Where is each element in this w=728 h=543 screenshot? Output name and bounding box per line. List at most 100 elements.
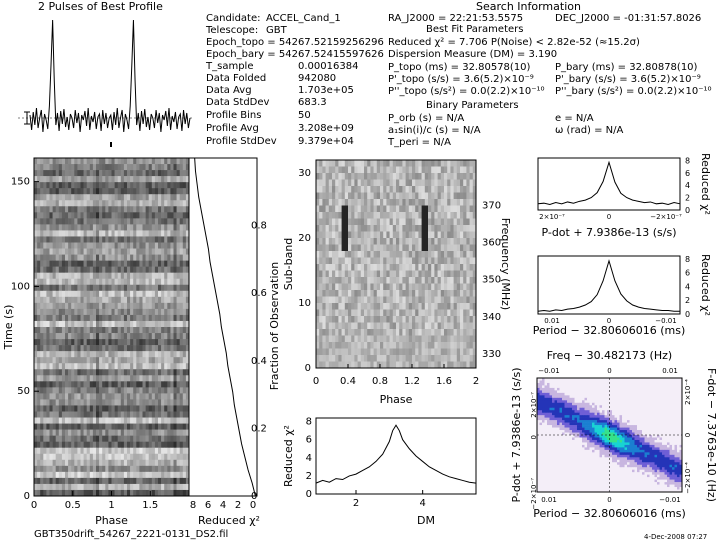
heat-cell [335,251,339,258]
heat-cell [37,303,40,309]
color-cell [602,388,605,391]
heat-cell [386,212,390,219]
heat-cell [127,230,130,236]
heat-cell [93,418,96,424]
heat-cell [167,236,170,242]
heat-cell [149,478,152,484]
heat-cell [380,297,384,304]
heat-cell [390,349,394,356]
heat-cell [316,245,320,252]
heat-cell [81,200,84,206]
heat-cell [345,277,349,284]
heat-cell [84,466,87,472]
heat-cell [84,484,87,490]
heat-cell [90,460,93,466]
heat-cell [81,224,84,230]
heat-cell [133,243,136,249]
heat-cell [402,297,406,304]
heat-cell [115,387,118,393]
heat-cell [50,387,53,393]
heat-cell [428,290,432,297]
heat-cell [146,255,149,261]
heat-cell [158,472,161,478]
heat-cell [322,225,326,232]
heat-cell [158,285,161,291]
heat-cell [112,418,115,424]
heat-cell [50,478,53,484]
heat-cell [77,291,80,297]
heat-cell [354,232,358,239]
heat-cell [136,472,139,478]
heat-cell [34,309,37,315]
heat-cell [34,399,37,405]
heat-cell [345,284,349,291]
heat-cell [457,251,461,258]
heat-cell [183,297,186,303]
heat-cell [332,323,336,330]
heat-cell [354,264,358,271]
heat-cell [170,460,173,466]
heat-cell [164,261,167,267]
heat-cell [386,251,390,258]
heat-cell [167,218,170,224]
heat-cell [174,194,177,200]
heat-cell [46,273,49,279]
heat-cell [364,362,368,369]
heat-cell [367,310,371,317]
heat-cell [374,264,378,271]
heat-cell [158,188,161,194]
heat-cell [454,264,458,271]
heat-cell [177,267,180,273]
heat-cell [466,297,470,304]
heat-cell [180,333,183,339]
heat-cell [136,230,139,236]
heat-cell [62,369,65,375]
heat-cell [53,279,56,285]
heat-cell [361,212,365,219]
heat-cell [438,245,442,252]
color-cell [677,380,680,383]
heat-cell [65,375,68,381]
heat-cell [155,412,158,418]
heat-cell [425,290,429,297]
heat-cell [34,188,37,194]
heat-cell [361,238,365,245]
heat-cell [99,218,102,224]
heat-cell [108,158,111,164]
heat-cell [121,236,124,242]
heat-cell [396,193,400,200]
heat-cell [326,310,330,317]
heat-cell [143,418,146,424]
heat-cell [316,329,320,336]
heat-cell [329,219,333,226]
color-cell [670,393,673,396]
heat-cell [329,336,333,343]
heat-cell [46,345,49,351]
heat-cell [380,180,384,187]
heat-cell [386,310,390,317]
heat-cell [105,315,108,321]
heat-cell [345,173,349,180]
heat-cell [434,362,438,369]
heat-cell [143,206,146,212]
heat-cell [56,478,59,484]
heat-cell [53,206,56,212]
heat-cell [180,194,183,200]
color-cell [667,393,670,396]
heat-cell [422,277,426,284]
heat-cell [99,484,102,490]
heat-cell [161,285,164,291]
heat-cell [118,430,121,436]
heat-cell [338,199,342,206]
heat-cell [450,238,454,245]
heat-cell [139,273,142,279]
heat-cell [93,321,96,327]
heat-cell [164,460,167,466]
heat-cell [332,245,336,252]
color-cell [590,390,593,393]
heat-cell [380,199,384,206]
heat-cell [81,405,84,411]
heat-cell [105,273,108,279]
heat-cell [90,454,93,460]
heat-cell [425,173,429,180]
